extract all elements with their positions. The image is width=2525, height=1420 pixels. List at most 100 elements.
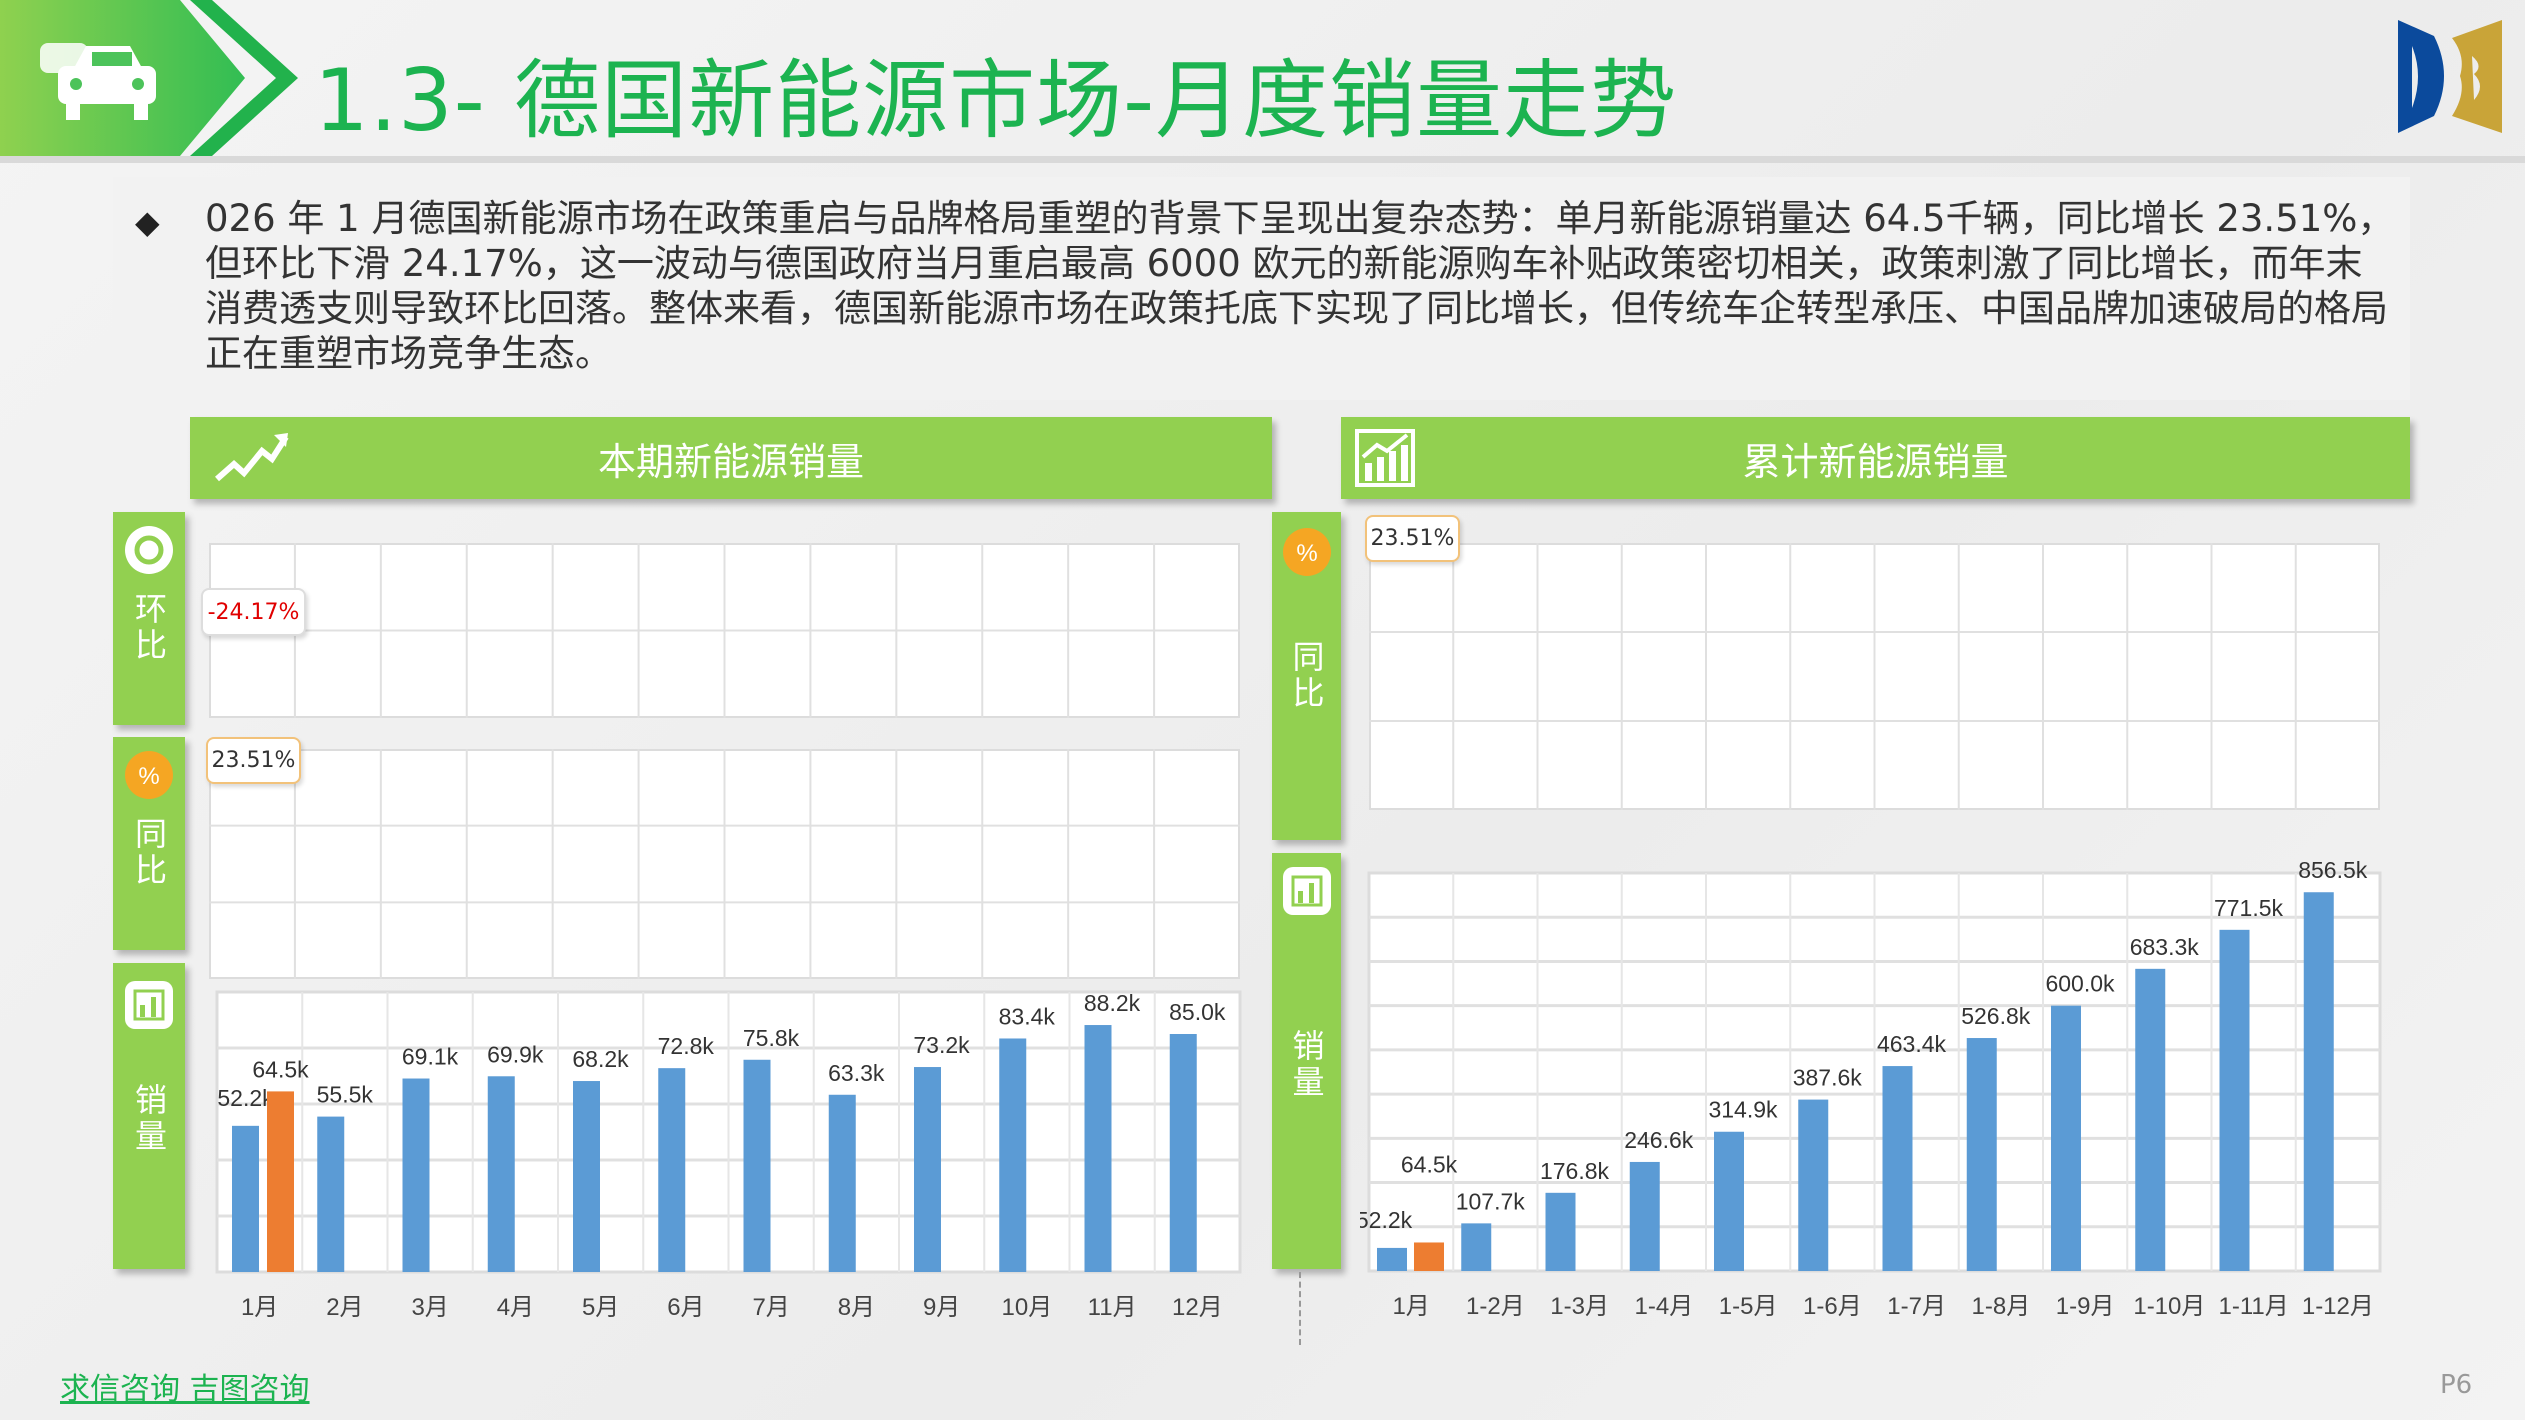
left-panel-header: 本期新能源销量	[190, 417, 1272, 499]
data-label: 600.0k	[2045, 971, 2115, 997]
bar-1月-2026	[267, 1091, 294, 1272]
bar-2月	[317, 1116, 345, 1272]
data-label: 75.8k	[743, 1025, 800, 1051]
data-label: 83.4k	[999, 1003, 1056, 1029]
bar-1月-2026	[1414, 1242, 1444, 1271]
cumulative-yoy-callout: 23.51%	[1365, 515, 1460, 562]
percent-icon: %	[1282, 528, 1331, 576]
left-panel-title: 本期新能源销量	[597, 439, 864, 484]
bar-chart-icon	[125, 981, 173, 1029]
svg-text:%: %	[1296, 540, 1317, 567]
data-label: 771.5k	[2214, 895, 2284, 921]
data-label: 73.2k	[913, 1032, 970, 1058]
data-label: 387.6k	[1793, 1065, 1863, 1091]
mom-grid	[209, 543, 1240, 718]
bar-1月	[232, 1125, 259, 1272]
tab-yoy[interactable]: % 同比	[113, 737, 185, 950]
bar-1-9月	[2051, 1005, 2081, 1271]
page-title: 1.3- 德国新能源市场-月度销量走势	[314, 51, 1678, 151]
cumulative-sales-chart: 52.2k 64.5k 1月 107.7k 1-2月 176.8k 1-3月 246.6k 1-…	[1360, 857, 2382, 1320]
cumulative-yoy-grid	[1369, 543, 2380, 810]
tab-cumulative-sales[interactable]: 销量	[1272, 853, 1341, 1269]
x-tick-label: 1-9月	[2056, 1293, 2115, 1320]
data-label: 176.8k	[1540, 1158, 1610, 1184]
footer-links[interactable]: 求信咨询 吉图咨询	[60, 1372, 310, 1407]
right-panel-header: 累计新能源销量	[1341, 417, 2410, 499]
data-label: 64.5k	[1401, 1151, 1458, 1177]
x-tick-label: 1-7月	[1887, 1293, 1946, 1320]
x-tick-label: 9月	[923, 1294, 960, 1321]
data-label: 68.2k	[572, 1046, 629, 1072]
x-tick-label: 12月	[1172, 1294, 1223, 1321]
data-label: 88.2k	[1084, 990, 1141, 1016]
bar-11月	[1084, 1025, 1112, 1272]
yoy-callout: 23.51%	[206, 737, 301, 784]
page-number: P6	[2440, 1370, 2473, 1400]
mom-callout: -24.17%	[201, 588, 306, 636]
circle-icon	[125, 526, 173, 574]
bar-1-6月	[1798, 1099, 1829, 1271]
data-label: 107.7k	[1456, 1188, 1526, 1214]
data-label: 69.9k	[487, 1041, 544, 1067]
trend-line-icon	[215, 433, 289, 482]
x-tick-label: 4月	[497, 1294, 534, 1321]
x-tick-label: 1-2月	[1466, 1293, 1525, 1320]
data-label: 64.5k	[252, 1056, 309, 1082]
tab-sales[interactable]: 销量	[113, 963, 185, 1269]
data-label: 85.0k	[1169, 999, 1226, 1025]
bar-chart-icon	[1282, 867, 1331, 915]
bar-1-4月	[1629, 1161, 1660, 1271]
x-tick-label: 11月	[1088, 1294, 1137, 1321]
data-label: 314.9k	[1708, 1097, 1778, 1123]
right-panel-title: 累计新能源销量	[1742, 439, 2009, 484]
tab-mom[interactable]: 环比	[113, 512, 185, 725]
x-tick-label: 1月	[1392, 1293, 1429, 1320]
data-label: 246.6k	[1624, 1127, 1694, 1153]
data-label: 63.3k	[828, 1060, 885, 1086]
data-label: 55.5k	[317, 1082, 374, 1108]
data-label: 52.2k	[217, 1085, 274, 1111]
bar-6月	[658, 1068, 686, 1272]
bar-8月	[828, 1094, 856, 1272]
monthly-sales-chart: 52.2k 64.5k 1月 55.5k 2月 69.1k 3月 69.9k 4月 68.2k 5月…	[215, 990, 1242, 1321]
yoy-grid	[209, 749, 1240, 979]
x-tick-label: 1-8月	[1972, 1293, 2031, 1320]
company-logo	[2398, 20, 2502, 133]
x-tick-label: 1-12月	[2302, 1293, 2374, 1320]
header-divider	[0, 156, 2525, 163]
bar-12月	[1169, 1034, 1197, 1272]
svg-text:%: %	[138, 763, 159, 790]
bar-4月	[487, 1076, 515, 1272]
data-label: 683.3k	[2130, 934, 2200, 960]
x-tick-label: 1-10月	[2133, 1293, 2205, 1320]
bar-9月	[914, 1067, 941, 1272]
growth-chart-icon	[1355, 429, 1415, 487]
bar-1-3月	[1545, 1192, 1576, 1271]
x-tick-label: 1-6月	[1803, 1293, 1862, 1320]
x-tick-label: 1-5月	[1719, 1293, 1778, 1320]
bar-1-10月	[2135, 968, 2166, 1271]
x-tick-label: 6月	[667, 1294, 704, 1321]
percent-icon: %	[125, 751, 173, 799]
x-tick-label: 1-4月	[1635, 1293, 1694, 1320]
x-tick-label: 1-11月	[2218, 1293, 2288, 1320]
car-icon	[40, 43, 156, 120]
x-tick-label: 5月	[582, 1294, 619, 1321]
data-label: 72.8k	[658, 1033, 715, 1059]
bar-1-8月	[1966, 1038, 1997, 1271]
tab-cumulative-yoy[interactable]: % 同比	[1272, 512, 1341, 840]
x-tick-label: 7月	[752, 1294, 789, 1321]
bar-1-11月	[2219, 929, 2250, 1271]
x-tick-label: 8月	[838, 1294, 875, 1321]
bar-7月	[743, 1059, 771, 1272]
data-label: 69.1k	[402, 1044, 459, 1070]
summary-text: 026 年 1 月德国新能源市场在政策重启与品牌格局重塑的背景下呈现出复杂态势：…	[205, 197, 2395, 375]
bar-1-12月	[2303, 892, 2334, 1271]
x-tick-label: 3月	[411, 1294, 448, 1321]
x-tick-label: 1月	[241, 1294, 278, 1321]
data-label: 463.4k	[1877, 1031, 1947, 1057]
bar-1-2月	[1461, 1223, 1492, 1271]
bar-1-5月	[1714, 1131, 1744, 1271]
x-tick-label: 10月	[1002, 1294, 1053, 1321]
bar-1-7月	[1882, 1066, 1913, 1271]
